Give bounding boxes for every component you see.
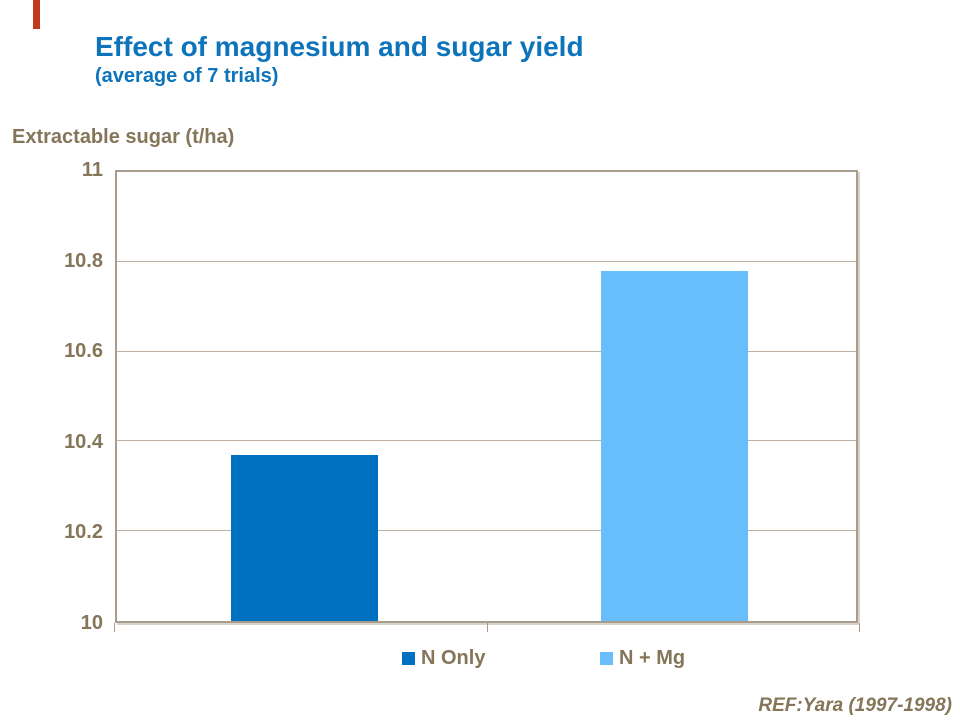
y-axis-labels: 10 10.2 10.4 10.6 10.8 11 <box>0 159 103 634</box>
page-title: Effect of magnesium and sugar yield <box>95 31 584 62</box>
x-axis-tick <box>859 623 860 632</box>
plot-area <box>115 170 858 623</box>
y-tick-label: 10.2 <box>64 521 103 544</box>
legend-swatch-n-mg <box>600 651 613 665</box>
y-tick-label: 10.6 <box>64 340 103 363</box>
legend-label-n-mg: N + Mg <box>619 647 686 669</box>
y-tick-label: 10.4 <box>64 430 103 453</box>
y-tick-label: 10 <box>80 612 103 634</box>
legend-item-n-only: N Only <box>402 646 485 670</box>
y-tick-label: 10.8 <box>64 249 103 272</box>
chart-header: Effect of magnesium and sugar yield (ave… <box>95 31 584 88</box>
legend-item-n-mg: N + Mg <box>600 646 685 670</box>
y-axis-title: Extractable sugar (t/ha) <box>12 126 235 148</box>
x-axis-tick <box>487 623 488 632</box>
gridline <box>117 350 856 352</box>
gridline <box>117 530 856 532</box>
y-tick-label: 11 <box>81 159 103 181</box>
accent-stripe <box>33 0 40 29</box>
bar-n-mg <box>600 270 748 621</box>
gridline <box>117 440 856 442</box>
legend-swatch-n-only <box>402 651 415 665</box>
gridline <box>117 260 856 262</box>
bar-n-only <box>231 454 379 621</box>
page-subtitle: (average of 7 trials) <box>95 65 279 87</box>
x-axis-tick <box>114 623 115 632</box>
legend-label-n-only: N Only <box>421 647 486 669</box>
reference-text: REF:Yara (1997-1998) <box>758 695 952 716</box>
